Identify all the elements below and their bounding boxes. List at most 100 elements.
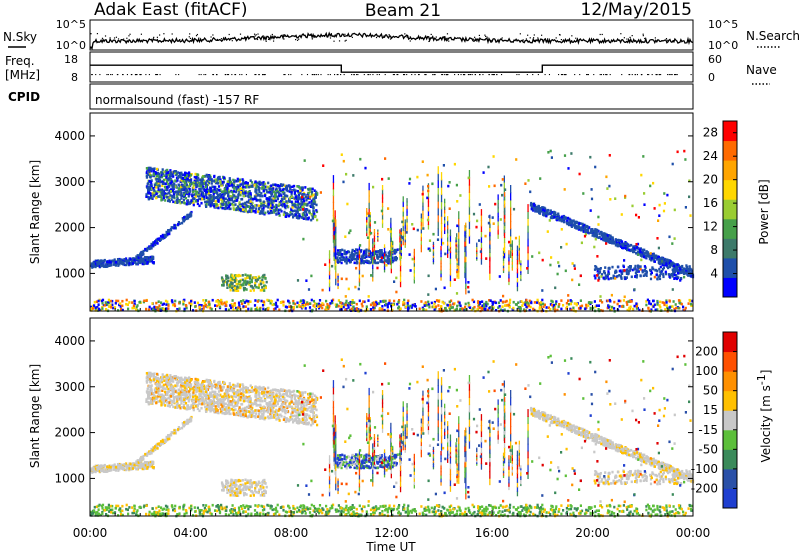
range-gate-cell [164, 169, 168, 173]
range-gate-cell [233, 199, 236, 203]
range-gate-cell [257, 210, 260, 213]
range-gate-cell [402, 301, 405, 304]
range-gate-cell [376, 302, 379, 306]
range-gate-cell [109, 303, 112, 307]
range-gate-cell [333, 230, 335, 236]
range-gate-cell [120, 258, 123, 261]
range-gate-cell [508, 270, 510, 276]
nave-point [264, 74, 266, 76]
noise-search-point [338, 40, 341, 42]
range-gate-cell [448, 307, 452, 311]
range-gate-cell [343, 249, 346, 253]
range-gate-cell [480, 209, 483, 216]
range-gate-cell [254, 209, 257, 213]
range-gate-cell [273, 303, 276, 306]
range-gate-cell [225, 190, 228, 193]
noise-search-point [228, 33, 230, 36]
range-gate-cell [177, 221, 180, 224]
range-gate-cell [437, 304, 440, 307]
range-gate-cell [368, 233, 370, 241]
range-gate-cell [422, 217, 424, 223]
range-gate-cell [502, 255, 505, 259]
range-gate-cell [205, 193, 208, 197]
nave-point [671, 74, 673, 76]
range-gate-cell [590, 228, 593, 232]
range-gate-cell [207, 197, 210, 200]
range-gate-cell [449, 263, 452, 270]
range-gate-cell [659, 257, 663, 260]
range-gate-cell [198, 194, 201, 197]
range-gate-cell [585, 224, 588, 228]
range-gate-cell [458, 224, 460, 233]
range-gate-cell [390, 263, 392, 269]
nave-point [404, 74, 406, 76]
range-gate-cell [268, 187, 271, 191]
range-gate-cell [533, 301, 536, 304]
range-gate-cell [420, 300, 423, 303]
range-gate-cell [292, 215, 295, 219]
range-gate-cell [292, 209, 295, 213]
range-gate-cell [580, 228, 583, 231]
range-gate-cell [504, 206, 506, 212]
range-gate-cell [377, 232, 379, 235]
range-gate-cell [579, 306, 582, 310]
range-gate-cell [406, 208, 408, 213]
nave-point [518, 74, 520, 76]
range-gate-cell [383, 260, 386, 265]
range-gate-cell [532, 203, 535, 206]
range-gate-cell [142, 249, 145, 253]
range-gate-cell [299, 299, 303, 303]
range-gate-cell [212, 195, 215, 198]
range-gate-cell [335, 245, 337, 253]
range-gate-cell [497, 224, 499, 231]
range-gate-cell [244, 181, 247, 185]
range-gate-cell [293, 191, 296, 194]
range-gate-cell [280, 209, 283, 213]
range-gate-cell [637, 251, 640, 254]
range-gate-cell [625, 272, 628, 275]
range-gate-cell [358, 249, 361, 255]
range-gate-cell [468, 220, 471, 230]
range-gate-cell [161, 184, 164, 187]
nave-point [396, 74, 398, 76]
range-gate-cell [468, 177, 471, 186]
nave-point [156, 74, 159, 76]
range-gate-cell [148, 179, 151, 183]
range-gate-cell [635, 302, 638, 305]
freq-left-tick-top: 18 [64, 53, 78, 66]
range-gate-cell [229, 304, 232, 307]
range-gate-cell [437, 221, 439, 230]
nave-point [212, 74, 215, 76]
range-gate-cell [275, 203, 278, 207]
range-gate-cell [458, 244, 460, 253]
noise-search-point [295, 39, 297, 41]
range-gate-cell [376, 257, 379, 260]
range-gate-cell [165, 172, 168, 176]
range-gate-cell [609, 235, 613, 239]
range-gate-cell [668, 306, 671, 309]
range-gate-cell [150, 258, 153, 261]
nave-point [446, 74, 448, 76]
range-gate-cell [225, 304, 228, 307]
range-gate-cell [300, 203, 303, 206]
range-gate-cell [266, 185, 269, 189]
range-gate-cell [201, 197, 204, 201]
range-gate-cell [153, 167, 156, 170]
range-gate-cell [351, 248, 354, 252]
range-gate-cell [447, 224, 449, 230]
range-gate-cell [349, 303, 352, 307]
range-gate-cell [162, 302, 165, 306]
range-gate-cell [539, 301, 543, 304]
noise-search-point [522, 39, 524, 41]
range-gate-cell [691, 270, 694, 273]
range-gate-cell [227, 201, 230, 205]
range-gate-cell [508, 301, 511, 304]
range-gate-cell [246, 280, 249, 283]
range-gate-cell [427, 192, 430, 198]
range-gate-cell [344, 308, 347, 312]
range-gate-cell [205, 200, 208, 204]
range-gate-cell [636, 269, 639, 272]
range-gate-cell [435, 299, 439, 302]
range-gate-cell [377, 237, 379, 240]
range-gate-cell [233, 304, 236, 307]
